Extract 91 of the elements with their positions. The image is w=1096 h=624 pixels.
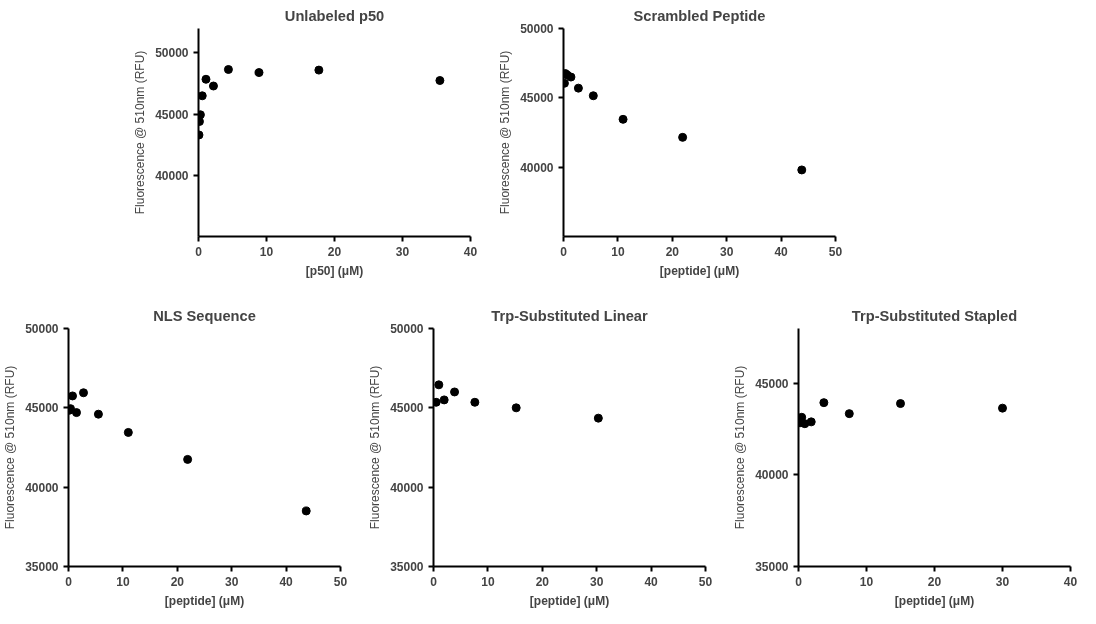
point xyxy=(201,74,211,84)
x-tick-label: 40 xyxy=(279,574,294,589)
point xyxy=(678,132,688,142)
chart-title: Unlabeled p50 xyxy=(284,7,385,24)
x-tick-label: 40 xyxy=(1063,574,1078,589)
x-tick-label: 0 xyxy=(65,574,73,589)
x-axis-title: [peptide] (μM) xyxy=(529,593,610,608)
x-tick-label: 10 xyxy=(611,244,625,259)
point xyxy=(434,380,444,390)
y-tick-label: 50000 xyxy=(390,322,424,336)
point xyxy=(998,403,1007,413)
point xyxy=(450,387,460,397)
x-tick-label: 40 xyxy=(463,244,478,259)
x-tick-label: 30 xyxy=(590,574,604,589)
point xyxy=(198,91,207,101)
chart-title: Trp-Substituted Stapled xyxy=(851,307,1018,324)
x-tick-label: 0 xyxy=(430,574,438,589)
point xyxy=(566,72,576,82)
x-axis-title: [peptide] (μM) xyxy=(164,593,245,608)
y-tick-label: 45000 xyxy=(520,91,554,106)
x-tick-label: 0 xyxy=(195,244,203,259)
x-tick-label: 20 xyxy=(327,244,342,259)
point xyxy=(896,399,905,409)
point xyxy=(93,409,103,419)
point xyxy=(470,397,480,407)
y-tick-label: 40000 xyxy=(155,168,189,183)
point xyxy=(68,391,78,401)
x-tick-label: 0 xyxy=(560,244,568,259)
x-tick-label: 50 xyxy=(828,244,843,259)
point xyxy=(593,413,603,423)
y-axis-title: Fluorescence @ 510nm (RFU) xyxy=(733,365,748,530)
y-tick-label: 35000 xyxy=(755,560,789,574)
y-tick-label: 40000 xyxy=(520,160,554,175)
y-tick-label: 40000 xyxy=(390,480,424,495)
point xyxy=(435,76,445,85)
x-tick-label: 10 xyxy=(859,574,874,589)
y-tick-label: 50000 xyxy=(25,322,59,336)
y-axis-title: Fluorescence @ 510nm (RFU) xyxy=(133,50,148,215)
x-tick-label: 30 xyxy=(720,244,734,259)
point xyxy=(183,454,193,464)
point xyxy=(301,506,311,516)
point xyxy=(573,83,583,93)
x-tick-label: 20 xyxy=(665,244,680,259)
point xyxy=(844,409,854,419)
y-tick-label: 45000 xyxy=(390,401,424,416)
x-tick-label: 20 xyxy=(170,574,185,589)
x-tick-label: 20 xyxy=(927,574,942,589)
point xyxy=(72,408,81,418)
y-tick-label: 45000 xyxy=(155,107,189,122)
y-axis-title: Fluorescence @ 510nm (RFU) xyxy=(3,365,18,530)
point xyxy=(208,81,218,91)
point xyxy=(511,403,521,413)
y-tick-label: 45000 xyxy=(25,401,59,416)
x-tick-label: 0 xyxy=(795,574,803,589)
x-tick-label: 30 xyxy=(995,574,1010,589)
y-tick-label: 35000 xyxy=(25,560,59,574)
point xyxy=(223,65,233,74)
y-axis-title: Fluorescence @ 510nm (RFU) xyxy=(368,365,383,530)
y-tick-label: 40000 xyxy=(25,480,59,495)
x-tick-label: 30 xyxy=(395,244,410,259)
chart-title: NLS Sequence xyxy=(153,307,256,324)
y-tick-label: 35000 xyxy=(390,560,424,574)
x-tick-label: 10 xyxy=(259,244,274,259)
chart-title: Trp-Substituted Linear xyxy=(491,307,648,324)
y-tick-label: 40000 xyxy=(755,468,789,483)
point xyxy=(254,68,264,78)
point xyxy=(618,114,628,124)
y-tick-label: 50000 xyxy=(520,22,554,36)
x-axis-title: [p50] (μM) xyxy=(305,263,364,278)
point xyxy=(797,165,807,175)
point xyxy=(314,65,324,75)
point xyxy=(806,417,816,427)
point xyxy=(439,395,449,405)
x-tick-label: 10 xyxy=(116,574,130,589)
point xyxy=(123,427,133,437)
y-axis-title: Fluorescence @ 510nm (RFU) xyxy=(498,50,513,215)
y-tick-label: 45000 xyxy=(755,376,789,391)
y-tick-label: 50000 xyxy=(155,46,189,61)
x-axis-title: [peptide] (μM) xyxy=(894,593,975,608)
point xyxy=(588,91,598,101)
x-tick-label: 50 xyxy=(698,574,713,589)
x-tick-label: 50 xyxy=(333,574,348,589)
x-tick-label: 20 xyxy=(535,574,550,589)
point xyxy=(79,388,89,398)
x-tick-label: 40 xyxy=(774,244,789,259)
x-tick-label: 30 xyxy=(225,574,239,589)
chart-title: Scrambled Peptide xyxy=(633,7,766,24)
x-axis-title: [peptide] (μM) xyxy=(659,263,740,278)
x-tick-label: 10 xyxy=(481,574,495,589)
x-tick-label: 40 xyxy=(644,574,659,589)
point xyxy=(819,398,829,408)
